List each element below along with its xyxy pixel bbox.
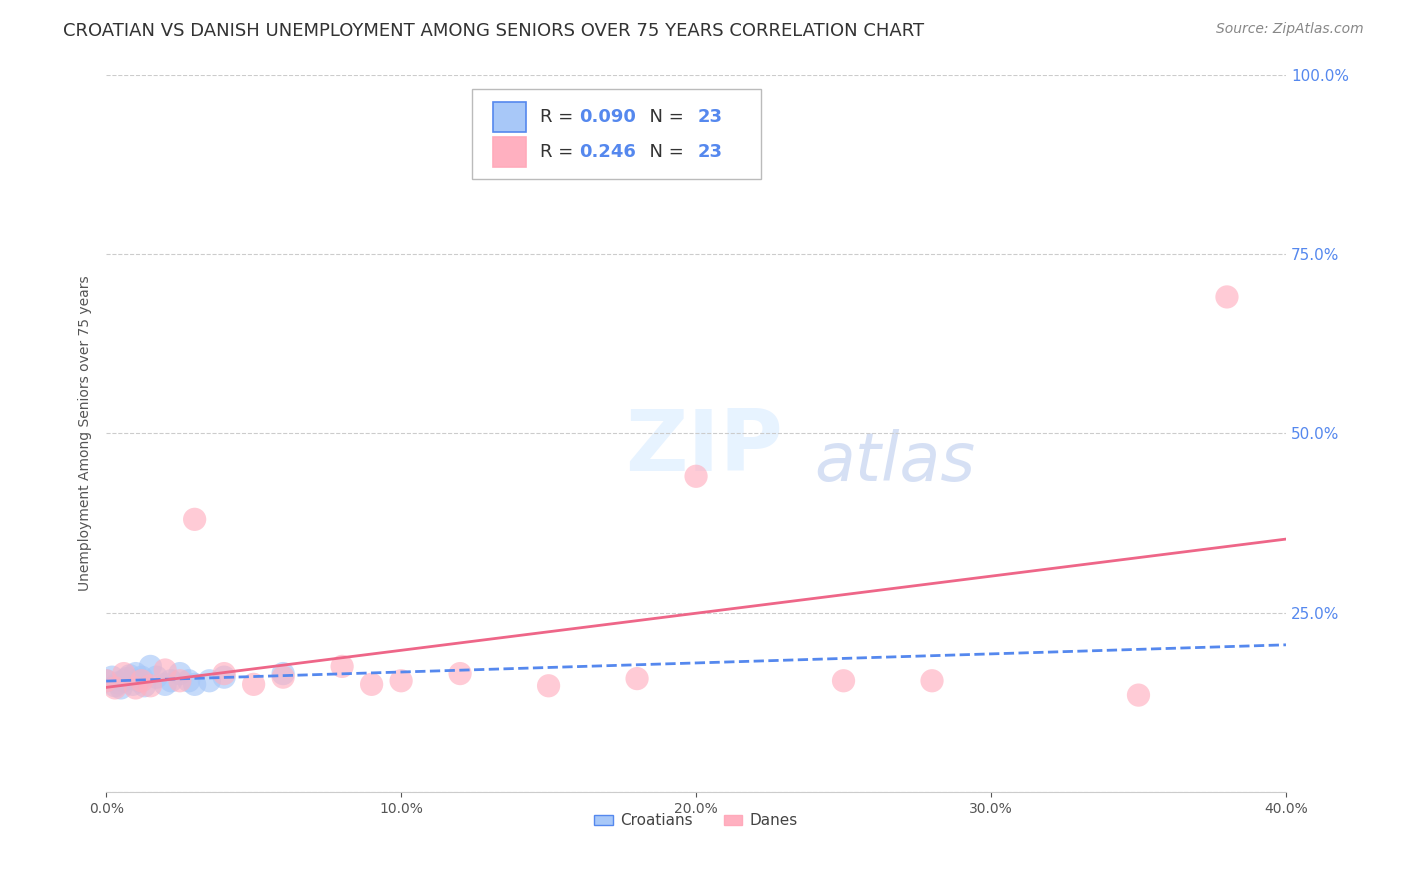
Point bbox=[360, 677, 382, 691]
Point bbox=[212, 670, 235, 684]
Point bbox=[1216, 290, 1239, 304]
Legend: Croatians, Danes: Croatians, Danes bbox=[588, 807, 804, 835]
FancyBboxPatch shape bbox=[472, 89, 761, 178]
Text: atlas: atlas bbox=[814, 429, 976, 495]
Point bbox=[685, 469, 707, 483]
Point bbox=[169, 673, 191, 688]
Text: R =: R = bbox=[540, 108, 579, 126]
Point bbox=[153, 663, 176, 677]
Point bbox=[242, 677, 264, 691]
FancyBboxPatch shape bbox=[494, 136, 526, 167]
Point bbox=[139, 679, 162, 693]
Text: R =: R = bbox=[540, 143, 579, 161]
Point bbox=[101, 670, 124, 684]
Point bbox=[131, 673, 153, 688]
Point bbox=[537, 679, 560, 693]
Point bbox=[112, 673, 135, 688]
Text: Source: ZipAtlas.com: Source: ZipAtlas.com bbox=[1216, 22, 1364, 37]
Point bbox=[160, 673, 183, 688]
Y-axis label: Unemployment Among Seniors over 75 years: Unemployment Among Seniors over 75 years bbox=[79, 276, 93, 591]
Point bbox=[96, 673, 118, 688]
Point bbox=[271, 670, 294, 684]
Point bbox=[104, 679, 127, 693]
Text: 23: 23 bbox=[697, 143, 723, 161]
Point bbox=[139, 659, 162, 673]
Point bbox=[921, 673, 943, 688]
Point bbox=[112, 666, 135, 681]
Text: 0.090: 0.090 bbox=[579, 108, 636, 126]
Point bbox=[134, 679, 156, 693]
Point bbox=[177, 673, 200, 688]
Point bbox=[131, 670, 153, 684]
Point bbox=[183, 677, 205, 691]
Text: 0.246: 0.246 bbox=[579, 143, 636, 161]
Point bbox=[115, 672, 138, 686]
Text: ZIP: ZIP bbox=[626, 406, 783, 489]
Text: N =: N = bbox=[638, 143, 690, 161]
Text: N =: N = bbox=[638, 108, 690, 126]
Point bbox=[212, 666, 235, 681]
Point bbox=[389, 673, 412, 688]
Point bbox=[832, 673, 855, 688]
Point bbox=[124, 681, 146, 695]
Point bbox=[198, 673, 221, 688]
Point bbox=[1128, 688, 1150, 702]
Point bbox=[145, 670, 167, 684]
Point bbox=[183, 512, 205, 526]
Point bbox=[128, 673, 150, 688]
Text: 23: 23 bbox=[697, 108, 723, 126]
Point bbox=[626, 672, 648, 686]
Point bbox=[124, 666, 146, 681]
Point bbox=[169, 666, 191, 681]
Point bbox=[96, 673, 118, 688]
Point bbox=[271, 666, 294, 681]
Point bbox=[449, 666, 471, 681]
Point bbox=[107, 676, 129, 690]
Point bbox=[104, 681, 127, 695]
Point bbox=[110, 681, 132, 695]
FancyBboxPatch shape bbox=[494, 103, 526, 132]
Point bbox=[330, 659, 353, 673]
Point bbox=[153, 677, 176, 691]
Point bbox=[118, 669, 141, 683]
Point bbox=[121, 677, 143, 691]
Text: CROATIAN VS DANISH UNEMPLOYMENT AMONG SENIORS OVER 75 YEARS CORRELATION CHART: CROATIAN VS DANISH UNEMPLOYMENT AMONG SE… bbox=[63, 22, 924, 40]
